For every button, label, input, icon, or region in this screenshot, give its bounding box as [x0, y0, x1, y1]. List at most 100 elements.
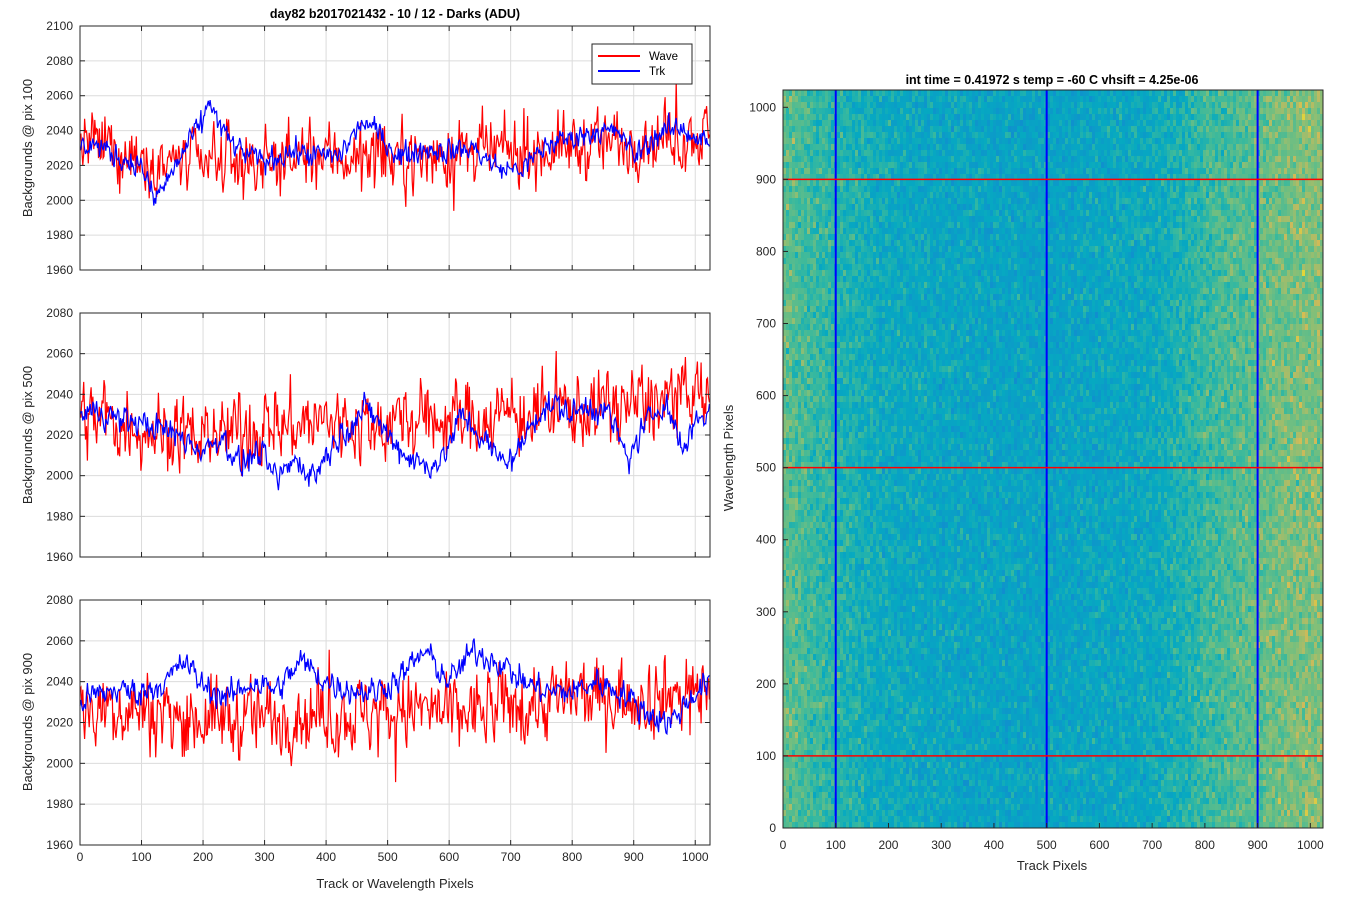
heatmap-cell: [885, 114, 889, 121]
heatmap-cell: [798, 282, 802, 289]
heatmap-cell: [888, 408, 892, 415]
heatmap-cell: [837, 666, 841, 673]
heatmap-cell: [849, 714, 853, 721]
heatmap-cell: [822, 144, 826, 151]
heatmap-cell: [888, 582, 892, 589]
heatmap-cell: [786, 156, 790, 163]
heatmap-cell: [816, 330, 820, 337]
heatmap-cell: [837, 150, 841, 157]
heatmap-cell: [885, 126, 889, 133]
heatmap-cell: [876, 732, 880, 739]
heatmap-cell: [795, 786, 799, 793]
heatmap-cell: [807, 690, 811, 697]
heatmap-cell: [888, 576, 892, 583]
heatmap-cell: [888, 486, 892, 493]
heatmap-cell: [888, 600, 892, 607]
heatmap-cell: [870, 102, 874, 109]
heatmap-cell: [840, 360, 844, 367]
heatmap-cell: [858, 306, 862, 313]
heatmap-cell: [843, 570, 847, 577]
heatmap-cell: [849, 408, 853, 415]
heatmap-cell: [798, 180, 802, 187]
heatmap-cell: [816, 432, 820, 439]
heatmap-cell: [870, 138, 874, 145]
heatmap-cell: [837, 222, 841, 229]
heatmap-cell: [861, 804, 865, 811]
heatmap-cell: [795, 768, 799, 775]
heatmap-cell: [843, 306, 847, 313]
heatmap-cell: [870, 354, 874, 361]
heatmap-cell: [891, 456, 895, 463]
heatmap-cell: [855, 444, 859, 451]
heatmap-cell: [882, 564, 886, 571]
heatmap-cell: [858, 618, 862, 625]
heatmap-cell: [831, 294, 835, 301]
heatmap-cell: [792, 684, 796, 691]
heatmap-cell: [852, 162, 856, 169]
heatmap-cell: [801, 816, 805, 823]
heatmap-cell: [894, 294, 898, 301]
heatmap-cell: [873, 294, 877, 301]
heatmap-cell: [858, 744, 862, 751]
heatmap-cell: [795, 150, 799, 157]
heatmap-cell: [807, 426, 811, 433]
heatmap-cell: [891, 780, 895, 787]
heatmap-cell: [837, 738, 841, 745]
heatmap-cell: [783, 816, 787, 823]
heatmap-cell: [831, 318, 835, 325]
heatmap-cell: [855, 96, 859, 103]
heatmap-cell: [873, 246, 877, 253]
heatmap-cell: [795, 162, 799, 169]
heatmap-cell: [879, 438, 883, 445]
heatmap-cell: [870, 732, 874, 739]
heatmap-cell: [813, 540, 817, 547]
heatmap-cell: [891, 498, 895, 505]
heatmap-cell: [885, 690, 889, 697]
heatmap-cell: [876, 270, 880, 277]
heatmap-cell: [861, 228, 865, 235]
heatmap-cell: [852, 90, 856, 97]
heatmap-cell: [798, 528, 802, 535]
heatmap-cell: [810, 108, 814, 115]
heatmap-cell: [837, 408, 841, 415]
heatmap-cell: [876, 588, 880, 595]
heatmap-cell: [795, 312, 799, 319]
heatmap-cell: [861, 102, 865, 109]
heatmap-cell: [894, 720, 898, 727]
heatmap-cell: [864, 288, 868, 295]
heatmap-cell: [792, 642, 796, 649]
heatmap-cell: [828, 384, 832, 391]
heatmap-cell: [876, 654, 880, 661]
heatmap-cell: [885, 270, 889, 277]
heatmap-cell: [864, 408, 868, 415]
heatmap-cell: [873, 750, 877, 757]
heatmap-cell: [855, 234, 859, 241]
heatmap-cell: [789, 390, 793, 397]
heatmap-cell: [786, 390, 790, 397]
heatmap-cell: [783, 216, 787, 223]
heatmap-cell: [822, 504, 826, 511]
heatmap-cell: [801, 366, 805, 373]
heatmap-cell: [840, 534, 844, 541]
heatmap-cell: [873, 312, 877, 319]
heatmap-cell: [855, 672, 859, 679]
heatmap-cell: [885, 144, 889, 151]
heatmap-cell: [831, 636, 835, 643]
heatmap-cell: [786, 126, 790, 133]
heatmap-cell: [849, 588, 853, 595]
heatmap-cell: [852, 264, 856, 271]
heatmap-cell: [822, 468, 826, 475]
heatmap-cell: [858, 822, 862, 829]
heatmap-cell: [783, 342, 787, 349]
heatmap-cell: [876, 114, 880, 121]
heatmap-cell: [870, 378, 874, 385]
heatmap-cell: [843, 684, 847, 691]
heatmap-cell: [864, 798, 868, 805]
heatmap-cell: [816, 534, 820, 541]
heatmap-cell: [789, 486, 793, 493]
legend-label-wave: Wave: [649, 51, 678, 63]
heatmap-cell: [864, 654, 868, 661]
heatmap-cell: [813, 636, 817, 643]
heatmap-cell: [840, 630, 844, 637]
heatmap-cell: [879, 810, 883, 817]
